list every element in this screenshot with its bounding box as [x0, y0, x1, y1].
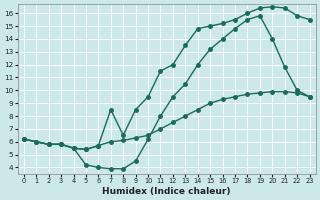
X-axis label: Humidex (Indice chaleur): Humidex (Indice chaleur) — [102, 187, 231, 196]
